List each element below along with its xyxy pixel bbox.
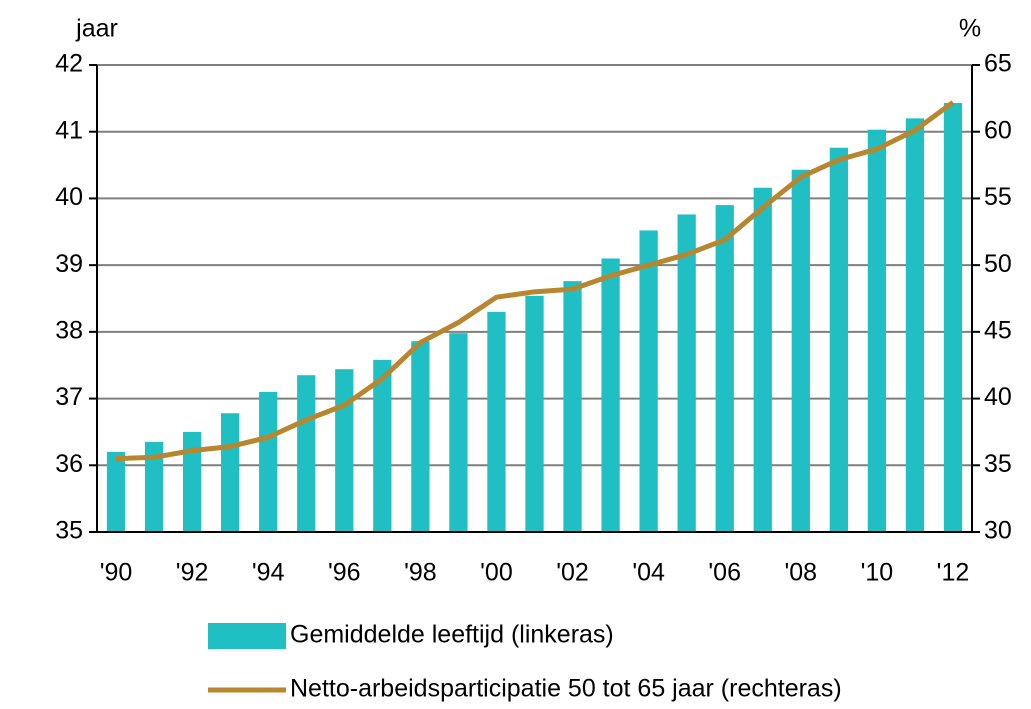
- x-tick-label: '08: [785, 559, 818, 587]
- legend-label: Netto-arbeidsparticipatie 50 tot 65 jaar…: [290, 675, 842, 703]
- bar: [677, 214, 696, 532]
- bar: [943, 103, 963, 532]
- bar: [487, 311, 506, 532]
- x-tick-label: '12: [937, 559, 970, 587]
- y-tick-label: 40: [55, 183, 83, 211]
- y2-tick-label: 35: [984, 450, 1012, 478]
- bar: [182, 431, 202, 532]
- bar: [221, 413, 240, 532]
- bar: [297, 375, 316, 532]
- bar: [563, 281, 582, 532]
- x-tick-label: '90: [100, 559, 133, 587]
- x-tick-label: '92: [176, 559, 209, 587]
- x-tick-label: '94: [252, 559, 285, 587]
- line: [115, 100, 955, 462]
- bar: [639, 230, 658, 533]
- bar: [411, 341, 430, 532]
- y2-tick-label: 60: [984, 116, 1012, 144]
- bar: [525, 295, 544, 532]
- bar: [335, 369, 354, 532]
- y-tick-label: 39: [55, 250, 83, 278]
- y-tick-label: 38: [55, 316, 83, 344]
- bar: [905, 118, 925, 532]
- bar: [106, 451, 126, 532]
- bar: [829, 147, 848, 532]
- bar: [867, 129, 887, 532]
- y2-tick-label: 55: [984, 183, 1012, 211]
- y2-tick-label: 30: [984, 517, 1012, 545]
- y-axis-title: jaar: [75, 15, 118, 43]
- y-tick-label: 35: [55, 517, 83, 545]
- x-tick-label: '98: [404, 559, 437, 587]
- y-tick-label: 37: [55, 383, 83, 411]
- y-tick-label: 41: [55, 116, 83, 144]
- bar: [715, 205, 734, 532]
- bar: [601, 258, 620, 532]
- y2-tick-label: 40: [984, 383, 1012, 411]
- bar: [449, 333, 468, 532]
- legend-label: Gemiddelde leeftijd (linkeras): [290, 621, 614, 649]
- y2-axis-title: %: [959, 15, 981, 43]
- y-tick-label: 42: [55, 50, 83, 78]
- y2-tick-label: 45: [984, 316, 1012, 344]
- bar: [144, 441, 164, 532]
- x-tick-label: '10: [861, 559, 894, 587]
- bar: [259, 391, 278, 532]
- x-tick-label: '96: [328, 559, 361, 587]
- bar: [753, 187, 772, 533]
- bar: [373, 359, 392, 532]
- x-tick-label: '02: [556, 559, 589, 587]
- y-tick-label: 36: [55, 450, 83, 478]
- legend-swatch: [208, 623, 286, 649]
- y2-tick-label: 65: [984, 50, 1012, 78]
- y2-tick-label: 50: [984, 250, 1012, 278]
- x-tick-label: '06: [708, 559, 741, 587]
- bar: [791, 169, 810, 532]
- x-tick-label: '00: [480, 559, 513, 587]
- x-tick-label: '04: [632, 559, 665, 587]
